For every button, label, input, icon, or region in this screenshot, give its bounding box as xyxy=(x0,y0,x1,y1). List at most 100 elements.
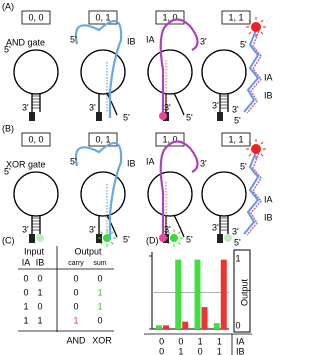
glow-ray xyxy=(110,231,114,235)
y-axis-label: Output xyxy=(239,278,249,306)
panel-label: (B) xyxy=(2,123,14,133)
hairpin-loop xyxy=(13,49,59,95)
strand-label: 3' xyxy=(89,224,96,234)
table-cell: 1 xyxy=(73,315,78,325)
state-box xyxy=(155,10,185,25)
glow-ray xyxy=(260,141,264,145)
strand-label: IA xyxy=(146,156,155,166)
bar xyxy=(201,307,208,329)
released-fluorophore xyxy=(251,144,261,154)
input-a-label xyxy=(159,112,167,120)
table-cell: 1 xyxy=(97,301,102,311)
fluorophore xyxy=(36,234,44,242)
table-header: Input xyxy=(24,246,45,256)
table-cell: 0 xyxy=(73,273,78,283)
duplex-b xyxy=(243,151,260,235)
input-a-strand xyxy=(159,18,199,116)
panel-label: (D) xyxy=(146,235,159,245)
glow-ray xyxy=(167,241,171,245)
table-cell: 1 xyxy=(23,301,28,311)
strand-label: 5' xyxy=(234,115,241,125)
strand-label: 5' xyxy=(4,44,11,54)
glow-ray xyxy=(248,141,252,145)
x-tick-label: 0 xyxy=(159,346,164,355)
x-tick-label: 1 xyxy=(178,346,183,355)
quencher xyxy=(96,112,102,121)
hairpin-loop xyxy=(147,171,193,217)
state-box xyxy=(21,132,51,147)
fluorophore xyxy=(224,234,232,242)
panel-label: (A) xyxy=(2,1,14,11)
strand-label: 3' xyxy=(22,102,29,112)
bar xyxy=(175,259,182,329)
y-tick-label: 1 xyxy=(235,253,240,263)
strand-label: IA xyxy=(264,194,273,204)
glow-ray xyxy=(177,241,181,245)
state-label: 1, 1 xyxy=(228,134,243,144)
row-label: IA xyxy=(236,336,245,346)
released-fluorophore xyxy=(251,22,261,32)
x-tick-label: 1 xyxy=(217,346,222,355)
strand-label: 5' xyxy=(234,237,241,247)
state-box xyxy=(221,10,251,25)
strand-label: IA xyxy=(146,34,155,44)
x-tick-label: 1 xyxy=(217,336,222,346)
bar xyxy=(156,325,162,329)
strand-label: IB xyxy=(127,158,136,168)
strand-label: 3' xyxy=(22,224,29,234)
glow-ray xyxy=(260,19,264,23)
column-header: carry xyxy=(68,260,84,267)
strand-label: 3' xyxy=(232,226,239,236)
strand-label: 5' xyxy=(240,161,247,171)
hairpin-stem xyxy=(98,214,118,238)
hairpin-stem xyxy=(98,92,118,116)
glow-ray xyxy=(100,231,104,235)
table-cell: 0 xyxy=(73,287,78,297)
hairpin-loop xyxy=(13,171,59,217)
glow-ray xyxy=(260,31,264,35)
duplex-b xyxy=(243,29,260,113)
state-box xyxy=(21,10,51,25)
state-box xyxy=(155,132,185,147)
state-label: 1, 0 xyxy=(162,12,177,22)
table-footer: XOR xyxy=(92,335,112,345)
strand-label: 5' xyxy=(123,234,130,244)
strand-label: 3' xyxy=(212,100,219,110)
column-header: IA xyxy=(22,257,31,267)
quencher xyxy=(217,112,223,121)
state-label: 0, 1 xyxy=(95,134,110,144)
state-label: 0, 1 xyxy=(95,12,110,22)
table-cell: 0 xyxy=(73,301,78,311)
input-a-label xyxy=(159,234,167,242)
duplex-a xyxy=(246,30,262,114)
input-b-strand xyxy=(74,20,123,118)
glow-ray xyxy=(100,241,104,245)
strand-label: IB xyxy=(264,212,273,222)
glow-ray xyxy=(248,153,252,157)
strand-label: 5' xyxy=(70,156,77,166)
hairpin-loop xyxy=(80,171,126,217)
x-tick-label: 0 xyxy=(159,336,164,346)
bar xyxy=(163,325,169,329)
strand-label: 3' xyxy=(164,224,171,234)
strand-label: 3' xyxy=(89,102,96,112)
strand-label: IA xyxy=(264,72,273,82)
table-cell: 1 xyxy=(23,315,28,325)
gate-label: AND gate xyxy=(6,37,45,47)
state-label: 1, 0 xyxy=(162,134,177,144)
quencher xyxy=(217,234,223,243)
column-header: sum xyxy=(93,260,106,267)
glow-ray xyxy=(260,153,264,157)
bar xyxy=(220,259,227,329)
hairpin-loop xyxy=(80,49,126,95)
table-cell: 1 xyxy=(37,287,42,297)
glow-ray xyxy=(177,231,181,235)
strand-label: IB xyxy=(264,90,273,100)
row-label: IB xyxy=(236,346,245,355)
strand-label: 5' xyxy=(186,112,193,122)
table-cell: 0 xyxy=(37,301,42,311)
state-box xyxy=(88,10,118,25)
hairpin-loop xyxy=(201,49,247,95)
table-cell: 0 xyxy=(23,287,28,297)
strand-label: 5' xyxy=(70,34,77,44)
